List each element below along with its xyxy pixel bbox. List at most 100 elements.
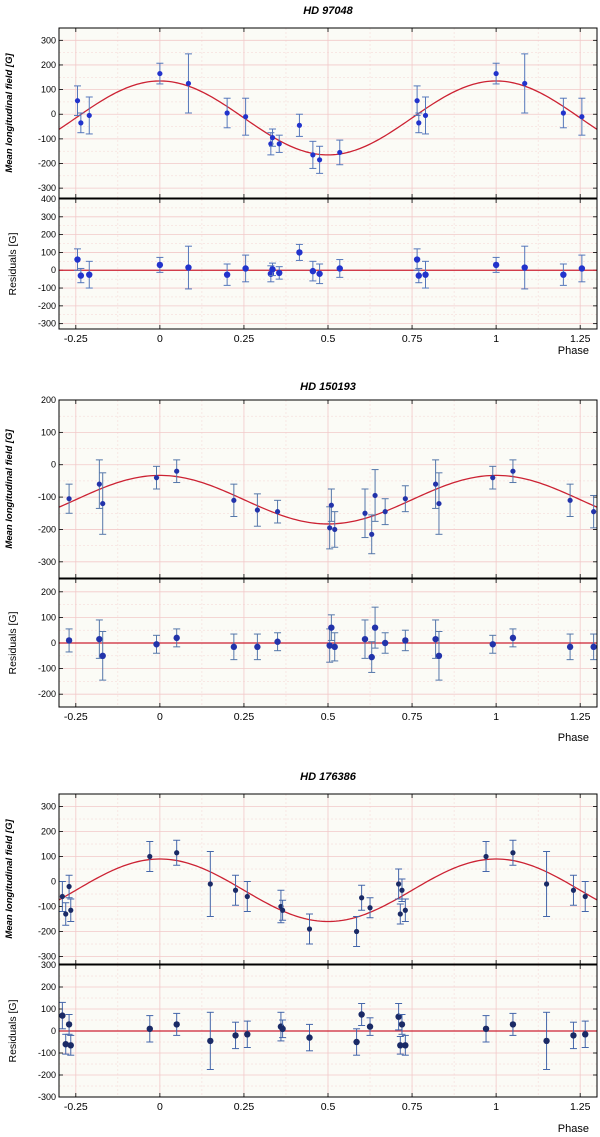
- data-point: [489, 634, 497, 654]
- marker: [402, 907, 408, 913]
- y-tick-label: 200: [41, 982, 56, 992]
- marker: [86, 271, 93, 278]
- data-point: [381, 632, 389, 654]
- y-tick-label: 100: [41, 852, 56, 862]
- data-point: [85, 96, 93, 135]
- y-tick-label: 100: [41, 612, 56, 622]
- data-point: [153, 465, 161, 490]
- marker: [368, 653, 375, 661]
- data-point: [67, 898, 75, 922]
- marker: [382, 509, 388, 515]
- data-point: [295, 113, 303, 137]
- y-tick-label: -100: [38, 283, 56, 293]
- x-tick-label: 1.25: [570, 333, 591, 345]
- data-point: [274, 632, 282, 652]
- marker: [274, 509, 281, 515]
- marker: [68, 907, 74, 913]
- data-point: [358, 884, 366, 911]
- x-axis-label: Phase: [558, 1123, 589, 1135]
- data-point: [489, 465, 497, 490]
- marker: [269, 266, 276, 273]
- y-tick-label: 200: [41, 230, 56, 240]
- marker: [77, 272, 85, 279]
- y-tick-label: -100: [38, 134, 56, 144]
- marker: [74, 256, 81, 263]
- marker: [570, 1032, 577, 1039]
- data-point: [309, 140, 317, 169]
- y-tick-label: 100: [41, 427, 56, 437]
- marker: [582, 1031, 589, 1038]
- model-curve: [59, 474, 597, 525]
- marker: [244, 893, 250, 900]
- data-point: [243, 881, 251, 912]
- marker: [276, 269, 283, 277]
- data-point: [366, 897, 374, 919]
- marker: [416, 120, 422, 126]
- marker: [521, 264, 528, 271]
- y-tick-label: -300: [38, 557, 56, 567]
- marker: [328, 624, 335, 631]
- data-point: [566, 483, 574, 518]
- marker: [62, 1041, 69, 1048]
- data-point: [422, 96, 430, 135]
- marker: [207, 881, 213, 887]
- marker: [207, 1037, 214, 1045]
- data-point: [358, 1003, 366, 1026]
- marker: [510, 850, 516, 856]
- marker: [328, 502, 334, 508]
- x-tick-label: 0.5: [321, 711, 336, 723]
- x-tick-label: 0.75: [402, 711, 423, 723]
- data-point: [401, 629, 409, 652]
- marker: [276, 141, 282, 147]
- data-point: [396, 903, 404, 925]
- marker: [397, 1042, 404, 1049]
- plot-frame: [58, 578, 598, 708]
- residual-axis-label: Residuals [G]: [7, 232, 19, 295]
- y-tick-label: 0: [51, 877, 56, 887]
- x-tick-label: -0.25: [64, 1101, 88, 1113]
- y-tick-label: 0: [51, 265, 56, 275]
- data-point: [521, 245, 529, 290]
- data-point: [206, 1011, 214, 1070]
- data-point: [395, 868, 403, 900]
- marker: [381, 639, 389, 647]
- marker: [336, 265, 343, 272]
- data-point: [336, 139, 344, 166]
- data-point: [395, 1003, 403, 1031]
- y-tick-label: -200: [38, 689, 56, 699]
- marker: [86, 112, 92, 119]
- data-point: [65, 483, 73, 514]
- y-tick-label: -300: [38, 183, 56, 193]
- marker: [543, 1037, 550, 1045]
- field-panel: -300 -200 -100 0 100 200 300 Mean longitudinal …: [4, 793, 598, 965]
- x-tick-label: -0.25: [64, 711, 88, 723]
- chart-title: HD 176386: [300, 771, 357, 783]
- data-point: [559, 263, 567, 286]
- marker: [510, 468, 516, 474]
- data-point: [415, 112, 423, 134]
- field-panel: -300 -200 -100 0 100 200 Mean longitudinal fie…: [4, 395, 598, 579]
- marker: [327, 525, 333, 531]
- data-point: [253, 493, 261, 527]
- data-point: [590, 633, 597, 661]
- marker: [332, 526, 338, 533]
- y-tick-label: -100: [38, 902, 56, 912]
- data-point: [422, 260, 430, 289]
- data-point: [590, 494, 597, 529]
- y-tick-label: 100: [41, 247, 56, 257]
- marker: [279, 1025, 286, 1033]
- y-tick-label: 100: [41, 1004, 56, 1014]
- data-point: [432, 459, 440, 509]
- residual-panel: -200 -100 0 100 200 Residuals [G]: [7, 578, 598, 708]
- marker: [310, 152, 316, 158]
- marker: [326, 642, 333, 649]
- x-tick-label: 0.75: [402, 1101, 423, 1113]
- marker: [353, 928, 360, 935]
- plot-frame: [58, 793, 598, 965]
- data-point: [173, 459, 181, 484]
- data-point: [279, 899, 287, 921]
- data-point: [232, 1021, 240, 1050]
- data-point: [242, 97, 250, 136]
- data-point: [73, 85, 81, 116]
- data-point: [401, 898, 409, 922]
